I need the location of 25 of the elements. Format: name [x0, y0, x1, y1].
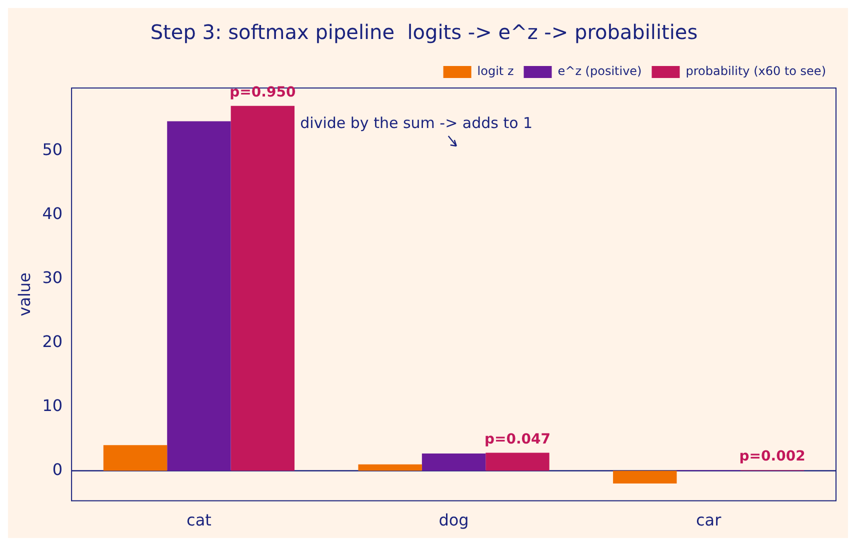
annotation: p=0.047: [484, 431, 551, 448]
bar: [167, 121, 231, 471]
bar: [230, 106, 295, 471]
bar: [422, 453, 486, 471]
legend-label: probability (x60 to see): [686, 64, 826, 78]
x-tick-label: car: [696, 510, 722, 530]
bar: [103, 445, 168, 471]
legend-label: logit z: [477, 64, 514, 78]
bar: [486, 452, 550, 471]
annotation: p=0.002: [739, 448, 806, 465]
y-axis-title: value: [14, 272, 34, 316]
y-tick-label: 0: [52, 460, 63, 479]
legend-label: e^z (positive): [558, 64, 642, 78]
y-tick-label: 10: [42, 396, 63, 415]
bar: [613, 470, 677, 484]
y-tick-label: 30: [42, 268, 63, 287]
annotation: p=0.950: [230, 84, 296, 101]
x-tick-label: dog: [438, 510, 469, 530]
y-tick-label: 40: [42, 204, 63, 223]
chart-title: Step 3: softmax pipeline logits -> e^z -> probabilities: [150, 20, 698, 44]
y-tick-label: 20: [42, 332, 63, 351]
x-tick-label: cat: [186, 510, 212, 530]
annotation: divide by the sum -> adds to 1: [300, 114, 533, 132]
bar: [358, 464, 422, 471]
y-tick-label: 50: [42, 140, 63, 159]
